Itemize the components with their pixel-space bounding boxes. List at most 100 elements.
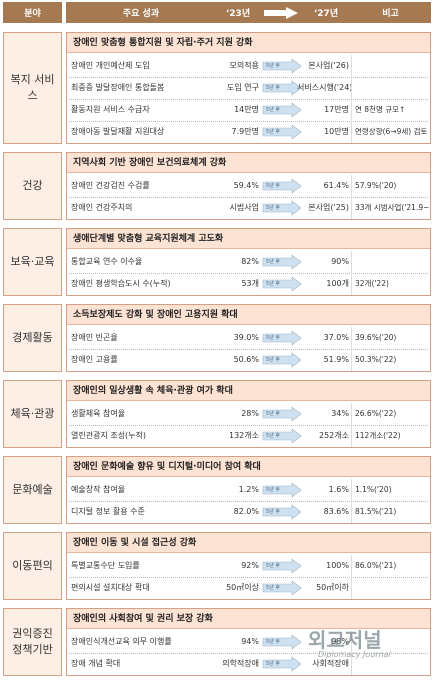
section-box: 생애단계별 맞춤형 교육지원체계 고도화 통합교육 연수 이수율 82% 5년 후 90…	[66, 228, 431, 296]
arrow: 5년 후	[262, 175, 302, 197]
note: 26.6%('22)	[355, 409, 397, 418]
year-end-value: 50㎡이하	[316, 583, 349, 592]
field-label: 이동편의	[3, 532, 62, 600]
row-separator	[69, 121, 428, 122]
arrow: 5년 후	[262, 77, 302, 99]
header-achievement: 주요 성과	[66, 2, 216, 23]
column-separator	[351, 327, 352, 349]
column-separator	[351, 555, 352, 577]
year-start-value: 92%	[241, 561, 259, 570]
item: 장애인 개인예산제 도입	[71, 61, 150, 70]
header-year-start: ‘23년	[216, 2, 260, 23]
year-end-value: 37.0%	[323, 333, 349, 342]
arrow-shape	[262, 558, 302, 574]
item: 장애인식개선교육 의무 이행률	[71, 637, 172, 646]
section-subtitle: 소득보장제도 강화 및 장애인 고용지원 확대	[67, 305, 430, 325]
section-box: 장애인의 일상생활 속 체육·관광 여가 확대 생활체육 참여율 28% 5년 후 34…	[66, 380, 431, 448]
column-separator	[351, 121, 352, 143]
arrow-label: 5년 후	[266, 281, 280, 287]
header-year-end: ‘27년	[302, 2, 350, 23]
item: 열린관광지 조성(누적)	[71, 431, 147, 440]
arrow: 5년 후	[262, 197, 302, 219]
arrow: 5년 후	[262, 273, 302, 295]
column-separator	[351, 273, 352, 295]
year-end-value: 34%	[331, 409, 349, 418]
year-end-value: 83.6%	[323, 507, 349, 516]
note: 112개소('22)	[355, 431, 401, 440]
arrow-label: 5년 후	[266, 487, 280, 493]
section-subtitle: 장애인 맞춤형 통합지원 및 자립·주거 지원 강화	[67, 33, 430, 53]
row-separator	[69, 99, 428, 100]
field-label: 문화예술	[3, 456, 62, 524]
note: 50.3%('22)	[355, 355, 397, 364]
column-separator	[351, 197, 352, 219]
note: 1.1%('20)	[355, 485, 392, 494]
year-end-value: 사회적장애	[312, 659, 349, 668]
note: 연령상향(6→9세) 검토	[355, 127, 428, 136]
section-box: 장애인 맞춤형 통합지원 및 자립·주거 지원 강화 장애인 개인예산제 도입 모의…	[66, 32, 431, 144]
arrow: 5년 후	[262, 631, 302, 653]
arrow-label: 5년 후	[266, 63, 280, 69]
arrow: 5년 후	[262, 653, 302, 675]
arrow-label: 5년 후	[266, 183, 280, 189]
section-subtitle: 장애인의 일상생활 속 체육·관광 여가 확대	[67, 381, 430, 401]
year-end-value: 100%	[326, 561, 349, 570]
arrow-label: 5년 후	[266, 639, 280, 645]
column-separator	[351, 479, 352, 501]
year-end-value: 252개소	[319, 431, 349, 440]
section-box: 장애인의 사회참여 및 권리 보장 강화 장애인식개선교육 의무 이행률 94% 5년…	[66, 608, 431, 676]
arrow: 5년 후	[262, 403, 302, 425]
year-end-value: 본사업('25)	[308, 203, 349, 212]
arrow-shape	[262, 330, 302, 346]
note: 연 8천명 규모↑	[355, 105, 406, 114]
note: 86.0%('21)	[355, 561, 397, 570]
item: 편의시설 설치대상 확대	[71, 583, 150, 592]
year-start-value: 94%	[241, 637, 259, 646]
row-separator	[69, 197, 428, 198]
item: 장애 개념 확대	[71, 659, 121, 668]
year-end-value: 본사업('26)	[308, 61, 349, 70]
arrow-shape	[262, 634, 302, 650]
section-box: 소득보장제도 강화 및 장애인 고용지원 확대 장애인 빈곤율 39.0% 5년 후 3…	[66, 304, 431, 372]
year-start-value: 50㎡이상	[226, 583, 259, 592]
year-start-value: 14만명	[234, 105, 259, 114]
field-label: 건강	[3, 152, 62, 220]
section-subtitle: 생애단계별 맞춤형 교육지원체계 고도화	[67, 229, 430, 249]
item: 장애인 평생학습도시 수(누적)	[71, 279, 171, 288]
year-start-value: 50.6%	[233, 355, 259, 364]
row-separator	[69, 501, 428, 502]
item: 예술창작 참여율	[71, 485, 126, 494]
column-separator	[351, 251, 352, 273]
column-separator	[351, 577, 352, 599]
arrow-label: 5년 후	[266, 509, 280, 515]
year-start-value: 59.4%	[233, 181, 259, 190]
note: 39.6%('20)	[355, 333, 397, 342]
arrow-label: 5년 후	[266, 85, 280, 91]
arrow-label: 5년 후	[266, 585, 280, 591]
arrow-shape	[262, 200, 302, 216]
item: 통합교육 연수 이수율	[71, 257, 143, 266]
note: 32개('22)	[355, 279, 389, 288]
arrow: 5년 후	[262, 577, 302, 599]
arrow: 5년 후	[262, 349, 302, 371]
arrow: 5년 후	[262, 251, 302, 273]
year-end-value: 90%	[331, 257, 349, 266]
field-label: 경제활동	[3, 304, 62, 372]
column-separator	[351, 501, 352, 523]
arrow-label: 5년 후	[266, 357, 280, 363]
column-separator	[351, 77, 352, 99]
arrow-label: 5년 후	[266, 433, 280, 439]
year-start-value: 의학적장애	[222, 659, 259, 668]
note: 57.9%('20)	[355, 181, 397, 190]
note: 81.5%('21)	[355, 507, 397, 516]
arrow-shape	[262, 580, 302, 596]
watermark-title: 외교저널	[308, 628, 382, 652]
arrow-label: 5년 후	[266, 335, 280, 341]
column-separator	[351, 631, 352, 653]
year-start-value: 도입 연구	[227, 83, 259, 92]
field-label: 보육·교육	[3, 228, 62, 296]
item: 장애인 건강주치의	[71, 203, 133, 212]
arrow-label: 5년 후	[266, 205, 280, 211]
header-field: 분야	[3, 2, 62, 23]
